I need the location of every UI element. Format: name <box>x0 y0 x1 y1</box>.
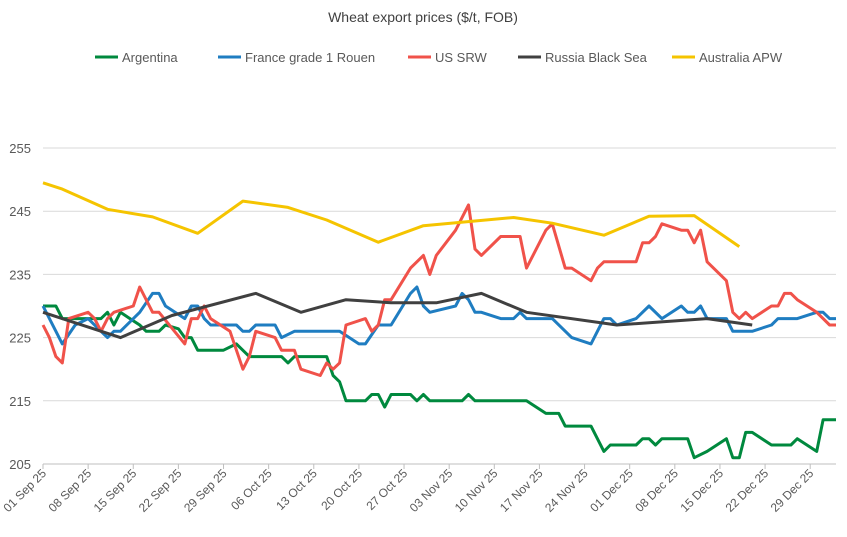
gridlines <box>43 147 836 465</box>
x-tick-label: 29 Dec 25 <box>768 466 817 515</box>
y-tick-label: 225 <box>9 331 31 346</box>
legend-label: France grade 1 Rouen <box>245 50 375 65</box>
legend-label: Russia Black Sea <box>545 50 648 65</box>
y-tick-label: 235 <box>9 267 31 282</box>
x-tick-label: 13 Oct 25 <box>273 466 320 513</box>
legend-item-us-srw: US SRW <box>408 50 487 65</box>
x-tick-label: 22 Sep 25 <box>136 466 185 515</box>
y-tick-label: 215 <box>9 394 31 409</box>
x-tick-label: 27 Oct 25 <box>363 466 410 513</box>
series-line-argentina <box>43 304 836 460</box>
legend-item-australia-apw: Australia APW <box>672 50 783 65</box>
x-tick-label: 01 Sep 25 <box>1 466 50 515</box>
series-lines <box>41 181 836 460</box>
x-tick-label: 15 Dec 25 <box>677 466 726 515</box>
legend-label: US SRW <box>435 50 487 65</box>
x-tick-label: 01 Dec 25 <box>587 466 636 515</box>
y-tick-label: 205 <box>9 457 31 472</box>
y-tick-label: 255 <box>9 141 31 156</box>
x-tick-label: 20 Oct 25 <box>318 466 365 513</box>
x-tick-label: 22 Dec 25 <box>723 466 772 515</box>
x-tick-label: 17 Nov 25 <box>497 466 546 515</box>
legend-label: Australia APW <box>699 50 783 65</box>
x-tick-label: 15 Sep 25 <box>91 466 140 515</box>
legend-item-france-grade-1-rouen: France grade 1 Rouen <box>218 50 375 65</box>
series-line-us-srw <box>41 203 836 377</box>
x-tick-label: 08 Dec 25 <box>632 466 681 515</box>
y-tick-label: 245 <box>9 204 31 219</box>
x-tick-label: 10 Nov 25 <box>452 466 501 515</box>
x-tick-label: 08 Sep 25 <box>46 466 95 515</box>
legend-label: Argentina <box>122 50 178 65</box>
chart-title: Wheat export prices ($/t, FOB) <box>328 9 518 25</box>
series-line-france-grade-1-rouen <box>41 285 836 346</box>
series-line-australia-apw <box>42 181 741 248</box>
y-axis: 205 215 225 235 245 255 <box>9 141 31 472</box>
x-tick-label: 24 Nov 25 <box>542 466 591 515</box>
series-line-russia-black-sea <box>42 291 753 340</box>
legend-item-argentina: Argentina <box>95 50 178 65</box>
legend-item-russia-black-sea: Russia Black Sea <box>518 50 648 65</box>
x-tick-label: 03 Nov 25 <box>407 466 456 515</box>
x-tick-label: 29 Sep 25 <box>181 466 230 515</box>
x-tick-label: 06 Oct 25 <box>228 466 275 513</box>
legend: Argentina France grade 1 Rouen US SRW Russi… <box>95 50 783 65</box>
